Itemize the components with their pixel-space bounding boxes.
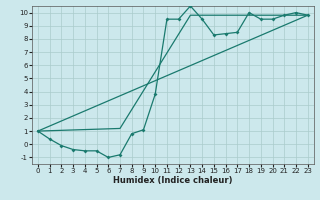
X-axis label: Humidex (Indice chaleur): Humidex (Indice chaleur) (113, 176, 233, 185)
